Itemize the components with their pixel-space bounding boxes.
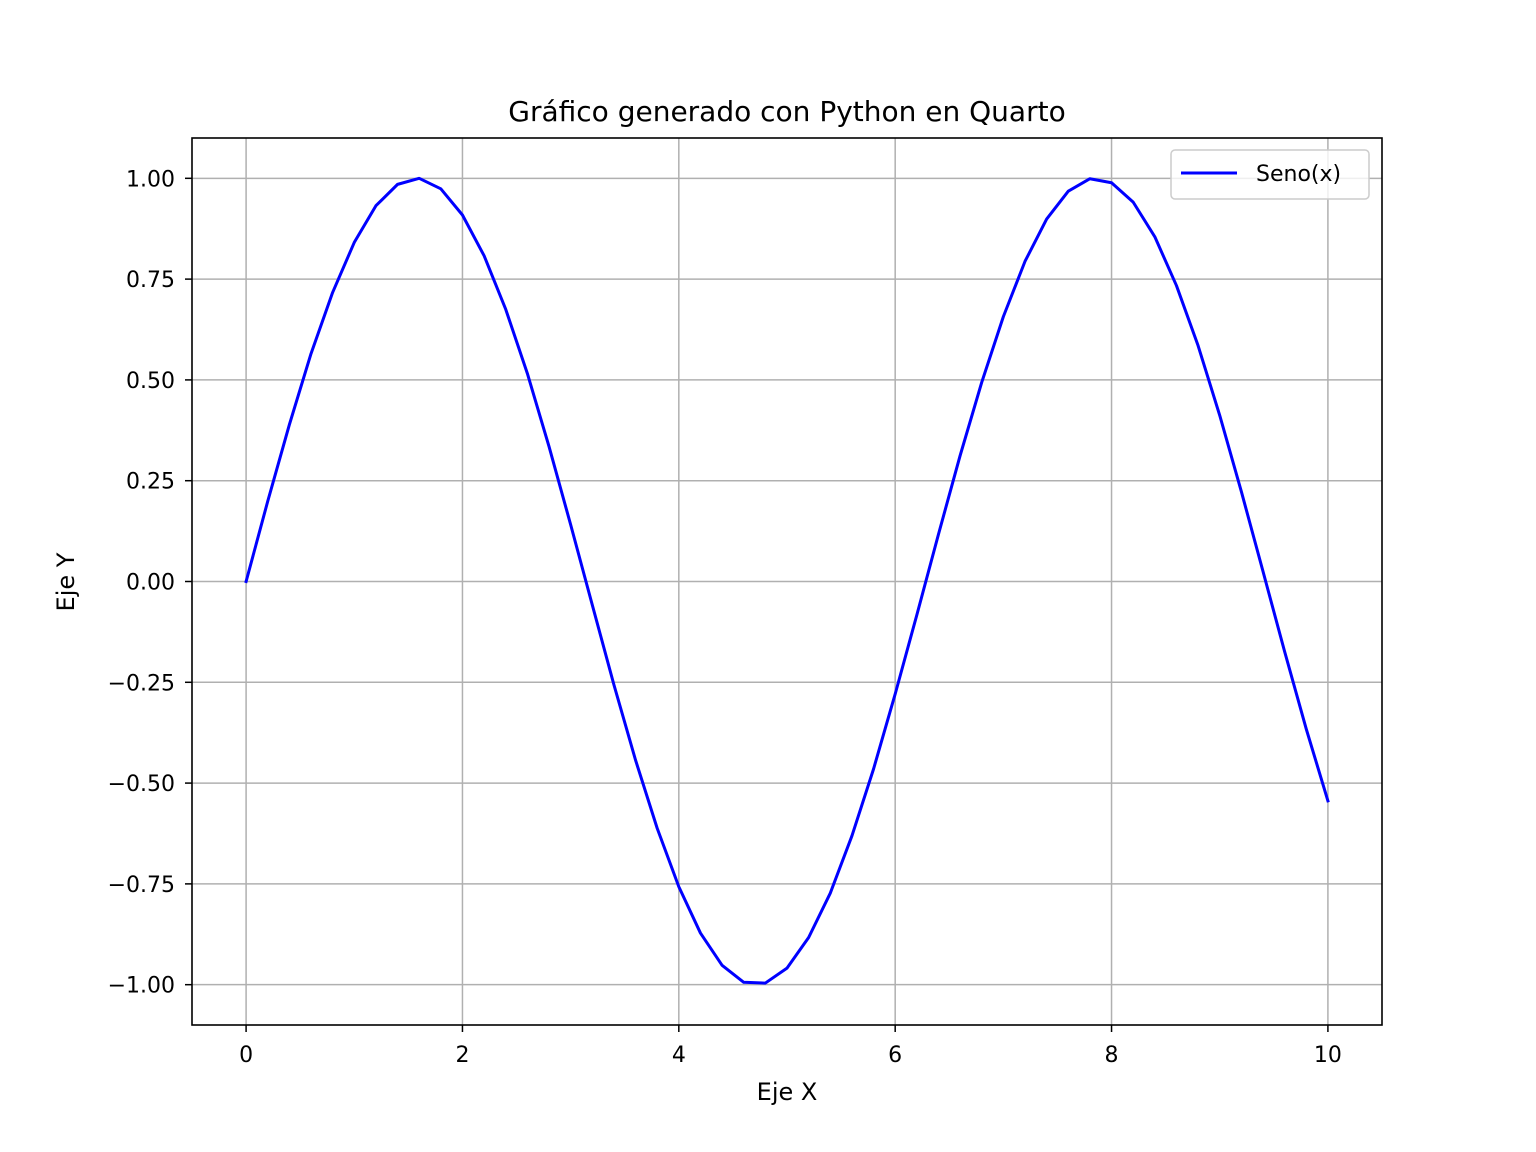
y-tick-label: −0.75 <box>108 873 175 898</box>
legend: Seno(x) <box>1170 149 1370 200</box>
axis-ticks: 0 2 4 6 8 10 −1.00 −0.75 −0.50 −0.25 0.00 0.25 0.50 0… <box>108 167 1342 1068</box>
series-line <box>244 176 1330 985</box>
y-axis-label: Eje Y <box>52 552 80 611</box>
x-tick-label: 6 <box>888 1043 902 1068</box>
x-axis-label: Eje X <box>757 1078 818 1106</box>
y-tick-label: −0.50 <box>108 772 175 797</box>
y-tick-label: 0.25 <box>126 470 175 495</box>
y-tick-label: −1.00 <box>108 974 175 999</box>
x-tick-label: 4 <box>672 1043 686 1068</box>
y-tick-label: 0.75 <box>126 268 175 293</box>
x-tick-label: 2 <box>455 1043 469 1068</box>
legend-label: Seno(x) <box>1256 162 1341 187</box>
legend-box <box>1170 149 1370 200</box>
y-tick-label: 1.00 <box>126 167 175 192</box>
x-tick-label: 8 <box>1105 1043 1119 1068</box>
chart-title: Gráfico generado con Python en Quarto <box>508 95 1065 128</box>
grid <box>192 138 1382 1025</box>
y-tick-label: 0.50 <box>126 369 175 394</box>
y-tick-label: −0.25 <box>108 671 175 696</box>
x-tick-label: 10 <box>1314 1043 1342 1068</box>
y-tick-label: 0.00 <box>126 571 175 596</box>
series-layer <box>244 176 1330 985</box>
x-tick-label: 0 <box>239 1043 253 1068</box>
